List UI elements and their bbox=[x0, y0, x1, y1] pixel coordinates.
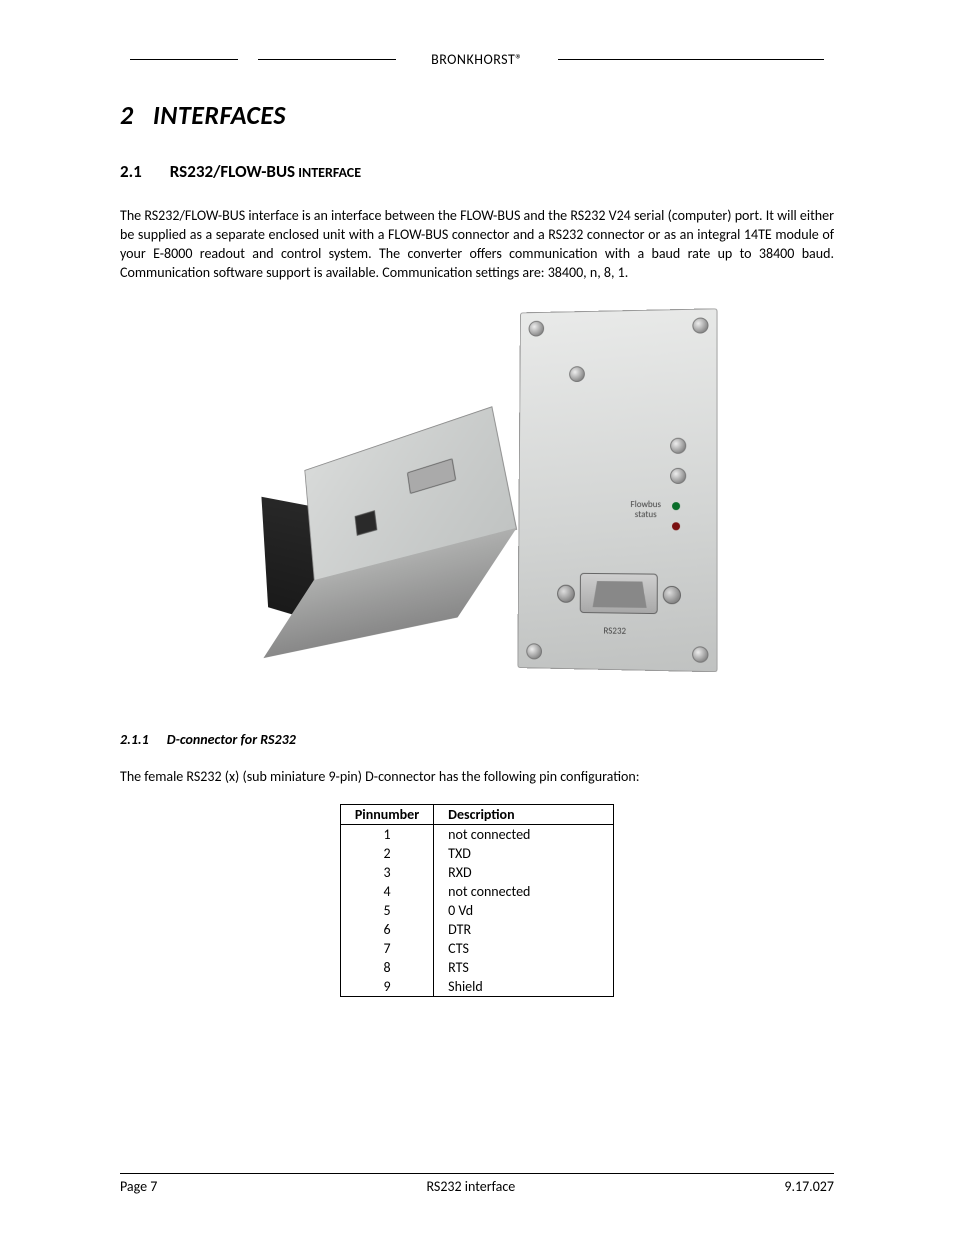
pin-description-cell: not connected bbox=[434, 825, 614, 845]
pin-configuration-table: Pinnumber Description 1not connected2TXD… bbox=[340, 804, 614, 997]
screw-icon bbox=[670, 467, 686, 483]
screw-icon bbox=[663, 585, 681, 603]
flowbus-port-icon bbox=[355, 510, 378, 536]
col-header-pinnumber: Pinnumber bbox=[340, 805, 433, 825]
h3-number: 2.1.1 bbox=[120, 731, 149, 748]
screw-icon bbox=[692, 646, 708, 663]
page-header: BRONKHORST® bbox=[120, 50, 834, 69]
pin-description-cell: not connected bbox=[434, 882, 614, 901]
table-row: 7CTS bbox=[340, 939, 613, 958]
pin-description-cell: RTS bbox=[434, 958, 614, 977]
pin-number-cell: 4 bbox=[340, 882, 433, 901]
screw-icon bbox=[670, 437, 686, 453]
pin-description-cell: 0 Vd bbox=[434, 901, 614, 920]
rs232-port-label: RS232 bbox=[603, 625, 626, 636]
heading-3: 2.1.1 D-connector for RS232 bbox=[120, 731, 834, 748]
table-row: 3RXD bbox=[340, 863, 613, 882]
table-row: 8RTS bbox=[340, 958, 613, 977]
db9-connector-icon bbox=[580, 572, 658, 613]
pin-number-cell: 6 bbox=[340, 920, 433, 939]
pin-description-cell: CTS bbox=[434, 939, 614, 958]
screw-icon bbox=[692, 317, 708, 333]
pin-number-cell: 5 bbox=[340, 901, 433, 920]
product-figure: Flowbusstatus RS232 bbox=[197, 301, 757, 701]
h2-title-suffix: INTERFACE bbox=[295, 164, 361, 181]
pin-description-cell: RXD bbox=[434, 863, 614, 882]
screw-icon bbox=[529, 320, 545, 336]
h2-number: 2.1 bbox=[120, 161, 142, 182]
flowbus-status-label: Flowbusstatus bbox=[631, 500, 661, 520]
module-panel: Flowbusstatus RS232 bbox=[517, 308, 717, 672]
pin-description-cell: TXD bbox=[434, 844, 614, 863]
screw-icon bbox=[557, 584, 575, 602]
screw-icon bbox=[526, 643, 542, 659]
table-row: 6DTR bbox=[340, 920, 613, 939]
page-footer: Page 7 RS232 interface 9.17.027 bbox=[120, 1173, 834, 1195]
led-green-icon bbox=[672, 502, 680, 510]
footer-title: RS232 interface bbox=[426, 1178, 515, 1195]
intro-paragraph: The RS232/FLOW-BUS interface is an inter… bbox=[120, 207, 834, 283]
h2-title-main: RS232/FLOW-BUS bbox=[170, 161, 295, 182]
pin-number-cell: 3 bbox=[340, 863, 433, 882]
table-row: 4not connected bbox=[340, 882, 613, 901]
connector-paragraph: The female RS232 (x) (sub miniature 9-pi… bbox=[120, 768, 834, 787]
pin-number-cell: 9 bbox=[340, 977, 433, 997]
pin-number-cell: 1 bbox=[340, 825, 433, 845]
col-header-description: Description bbox=[434, 805, 614, 825]
table-row: 2TXD bbox=[340, 844, 613, 863]
table-row: 50 Vd bbox=[340, 901, 613, 920]
pin-number-cell: 7 bbox=[340, 939, 433, 958]
table-header-row: Pinnumber Description bbox=[340, 805, 613, 825]
screw-icon bbox=[569, 366, 585, 382]
table-row: 1not connected bbox=[340, 825, 613, 845]
heading-2: 2.1 RS232/FLOW-BUS INTERFACE bbox=[120, 161, 834, 182]
h1-number: 2 bbox=[120, 99, 134, 131]
header-brand: BRONKHORST® bbox=[431, 51, 523, 68]
pin-description-cell: DTR bbox=[434, 920, 614, 939]
table-row: 9Shield bbox=[340, 977, 613, 997]
rs232-port-icon bbox=[407, 458, 456, 494]
footer-docnum: 9.17.027 bbox=[784, 1178, 834, 1195]
h3-title: D-connector for RS232 bbox=[167, 731, 296, 748]
pin-number-cell: 8 bbox=[340, 958, 433, 977]
pin-description-cell: Shield bbox=[434, 977, 614, 997]
heading-1: 2 INTERFACES bbox=[120, 99, 834, 131]
h1-title: INTERFACES bbox=[153, 99, 286, 131]
footer-page: Page 7 bbox=[120, 1178, 157, 1195]
pin-number-cell: 2 bbox=[340, 844, 433, 863]
led-red-icon bbox=[672, 522, 680, 530]
